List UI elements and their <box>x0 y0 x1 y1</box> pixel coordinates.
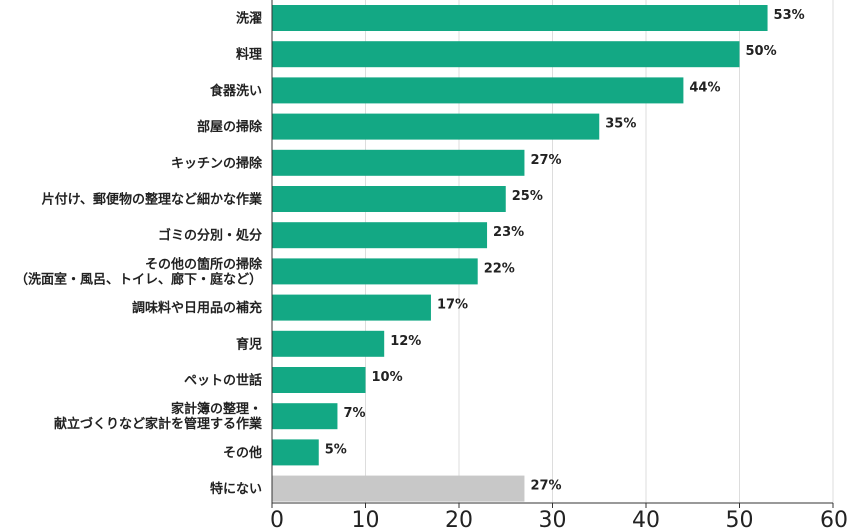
bar <box>272 258 478 285</box>
data-label: 22% <box>484 261 515 276</box>
category-label: その他 <box>223 445 262 461</box>
x-tick-label: 10 <box>352 508 380 530</box>
category-label: キッチンの掃除 <box>171 155 263 171</box>
category-label: （洗面室・風呂、トイレ、廊下・庭など） <box>15 271 262 287</box>
bar <box>272 41 740 68</box>
data-label: 23% <box>493 225 524 240</box>
bar <box>272 330 385 357</box>
category-label: 家計簿の整理・ <box>171 401 262 417</box>
data-label: 7% <box>343 406 365 421</box>
category-label: 献立づくりなど家計を管理する作業 <box>54 416 263 432</box>
data-label: 25% <box>512 189 543 204</box>
bar <box>272 222 488 249</box>
bar <box>272 77 684 104</box>
category-label: その他の箇所の掃除 <box>145 256 263 272</box>
category-label: 育児 <box>236 336 262 352</box>
bar <box>272 5 768 31</box>
category-label: 特にない <box>210 481 262 497</box>
category-label: 洗濯 <box>236 11 262 27</box>
bar <box>272 113 600 140</box>
bar <box>272 149 525 176</box>
bar <box>272 403 338 430</box>
data-label: 27% <box>530 479 561 494</box>
x-tick-label: 60 <box>820 508 848 530</box>
category-label: ゴミの分別・処分 <box>158 228 262 244</box>
x-tick-label: 50 <box>726 508 754 530</box>
x-tick-label: 0 <box>270 508 284 530</box>
x-tick-label: 20 <box>445 508 473 530</box>
data-label: 35% <box>605 117 636 132</box>
category-label: 調味料や日用品の補充 <box>132 300 262 316</box>
bar <box>272 186 506 212</box>
bar <box>272 294 431 321</box>
category-label: 食器洗い <box>210 83 262 99</box>
data-label: 27% <box>530 153 561 168</box>
category-label: ペットの世話 <box>184 373 262 389</box>
data-label: 12% <box>390 334 421 349</box>
data-label: 44% <box>689 80 720 95</box>
data-label: 53% <box>774 8 805 23</box>
data-label: 17% <box>437 298 468 313</box>
x-tick-label: 40 <box>632 508 660 530</box>
bar <box>272 439 319 466</box>
bar <box>272 367 366 393</box>
data-label: 50% <box>746 44 777 59</box>
category-label: 料理 <box>236 47 262 63</box>
bar <box>272 475 525 502</box>
data-label: 5% <box>325 442 347 457</box>
category-label: 部屋の掃除 <box>197 119 263 135</box>
data-label: 10% <box>372 370 403 385</box>
x-tick-label: 30 <box>539 508 567 530</box>
category-label: 片付け、郵便物の整理など細かな作業 <box>42 192 263 208</box>
